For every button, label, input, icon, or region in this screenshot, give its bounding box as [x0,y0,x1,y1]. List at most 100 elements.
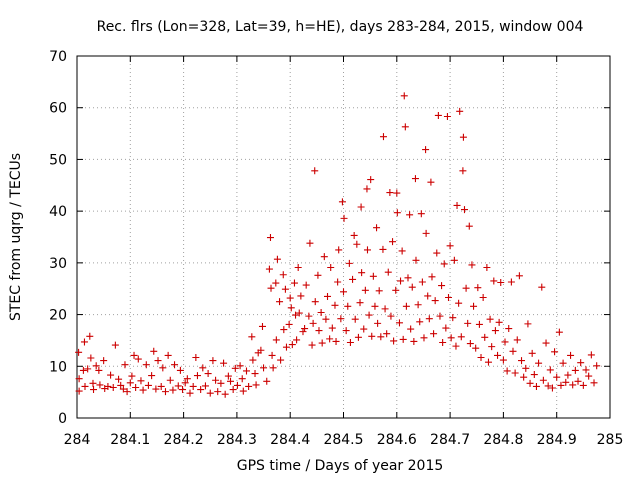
data-point [174,382,182,390]
x-tick-label: 284.9 [537,432,577,448]
data-point [481,333,489,341]
data-point [349,275,357,283]
x-tick-label: 284.7 [430,432,470,448]
data-point [123,388,131,396]
data-point [384,268,392,276]
data-point [513,336,521,344]
data-point [272,336,280,344]
data-point [495,318,503,326]
data-point [402,302,410,310]
data-point [524,320,532,328]
data-point [126,379,134,387]
data-point [90,386,98,394]
data-point [324,292,332,300]
data-point [387,312,395,320]
y-tick-label: 0 [58,411,67,427]
data-point [139,386,147,394]
data-point [559,359,567,367]
data-point [142,361,150,369]
data-point [501,338,509,346]
data-point [379,133,387,141]
data-point [249,356,257,364]
data-point [75,387,83,395]
data-point [79,366,87,374]
data-point [484,358,492,366]
data-point [368,332,376,340]
data-point [360,325,368,333]
data-point [308,341,316,349]
data-point [440,260,448,268]
chart-title: Rec. flrs (Lon=328, Lat=39, h=HE), days … [97,19,584,35]
data-point [183,375,191,383]
data-point [371,302,379,310]
x-axis-label: GPS time / Days of year 2015 [237,458,444,474]
data-point [331,301,339,309]
data-point [551,348,559,356]
data-point [363,246,371,254]
data-point [128,372,136,380]
data-point [509,347,517,355]
data-point [433,249,441,257]
data-point [80,338,88,346]
data-point [445,294,453,302]
data-point [152,385,160,393]
data-point [221,390,229,398]
data-point [257,346,265,354]
data-point [593,362,601,370]
data-point [548,384,556,392]
data-point [297,292,305,300]
data-point [393,209,401,217]
data-point [427,178,435,186]
y-tick-labels: 0 10 20 30 40 50 60 70 [49,49,67,427]
data-point [416,318,424,326]
data-point [117,381,125,389]
data-point [92,362,100,370]
data-point [404,274,412,282]
data-point [134,355,142,363]
data-point [109,383,117,391]
data-point [186,389,194,397]
data-point [338,198,346,206]
x-tick-label: 285 [597,432,624,448]
data-point [340,288,347,296]
data-point [577,359,585,367]
data-point [115,375,123,383]
data-point [290,279,298,287]
data-point [96,381,104,389]
data-point [231,364,239,372]
data-point [302,281,310,289]
data-point [121,361,129,369]
data-point [299,328,307,336]
data-point [434,111,442,119]
data-point [212,376,220,384]
data-point [265,265,273,273]
data-point [171,361,179,369]
data-point [562,378,570,386]
data-point [408,283,416,291]
data-point [369,272,377,280]
data-point [407,325,415,333]
data-point [465,222,473,230]
data-point [238,375,246,383]
data-point [453,201,461,209]
data-point [412,256,420,264]
data-point [251,370,259,378]
data-point [273,255,281,263]
data-point [417,210,425,218]
data-point [248,333,256,341]
data-point [452,342,460,350]
data-point [443,113,451,121]
data-point [132,383,140,391]
data-point [367,176,375,184]
data-point [84,365,92,373]
data-point [107,371,115,379]
data-point [557,381,565,389]
data-point [497,279,505,287]
data-point [381,305,389,313]
data-point [154,357,162,365]
data-point [353,240,361,248]
data-point [350,231,358,239]
data-point [193,372,201,380]
data-point [400,92,408,100]
data-point [294,264,302,272]
